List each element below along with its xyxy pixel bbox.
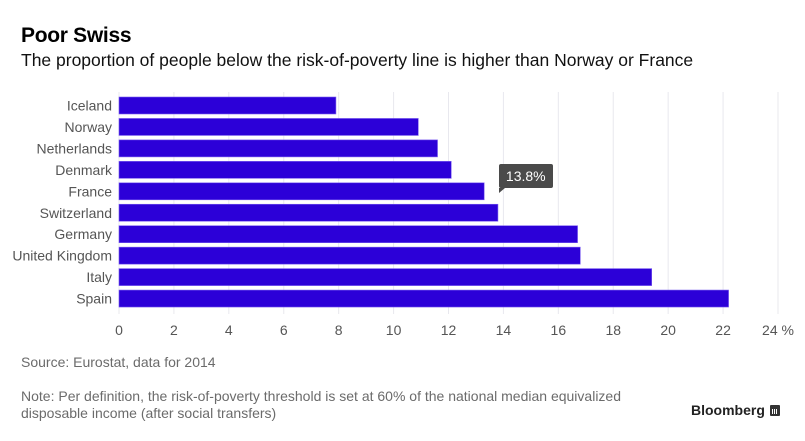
x-tick-label: 6 [280,322,288,338]
category-label: Switzerland [40,205,112,221]
brand-name: Bloomberg [691,402,765,418]
bar-chart: Iceland Norway Netherlands Denmark France Swi… [12,92,794,338]
category-label: Norway [65,119,112,135]
x-tick-label: 24 % [762,322,794,338]
bar-spain[interactable] [118,289,729,308]
category-label: Italy [86,269,112,285]
x-tick-label: 4 [225,322,233,338]
bar-iceland[interactable] [118,96,337,115]
x-tick-label: 22 [715,322,731,338]
bar-germany[interactable] [118,225,578,243]
category-label: Iceland [67,98,112,114]
bar-united-kingdom[interactable] [118,246,581,265]
x-tick-label: 0 [115,322,123,338]
x-tick-label: 18 [605,322,621,338]
x-tick-label: 2 [170,322,178,338]
source-note: Source: Eurostat, data for 2014 [21,354,216,370]
bar-denmark[interactable] [118,161,452,179]
chart-title: Poor Swiss [21,24,132,47]
category-label: Denmark [55,162,113,178]
chart-subtitle: The proportion of people below the risk-… [21,50,694,70]
footnote: Note: Per definition, the risk-of-povert… [21,388,621,421]
bar-netherlands[interactable] [118,139,438,158]
bloomberg-logo: Bloomberg [691,402,780,418]
category-label: United Kingdom [12,248,112,264]
x-tick-label: 12 [441,322,457,338]
value-tooltip: 13.8% [498,164,553,194]
x-tick-label: 20 [660,322,676,338]
bar-norway[interactable] [118,118,419,136]
category-label: Netherlands [37,140,113,156]
category-label: Spain [76,291,112,307]
bar-italy[interactable] [118,268,652,286]
category-label: Germany [54,226,112,242]
bar-france[interactable] [118,182,485,201]
category-label: France [68,183,112,199]
x-tick-label: 8 [335,322,343,338]
bloomberg-chart-icon [769,404,780,416]
bar-switzerland[interactable] [118,203,499,222]
x-tick-label: 10 [386,322,402,338]
x-tick-label: 14 [496,322,512,338]
x-tick-label: 16 [551,322,567,338]
